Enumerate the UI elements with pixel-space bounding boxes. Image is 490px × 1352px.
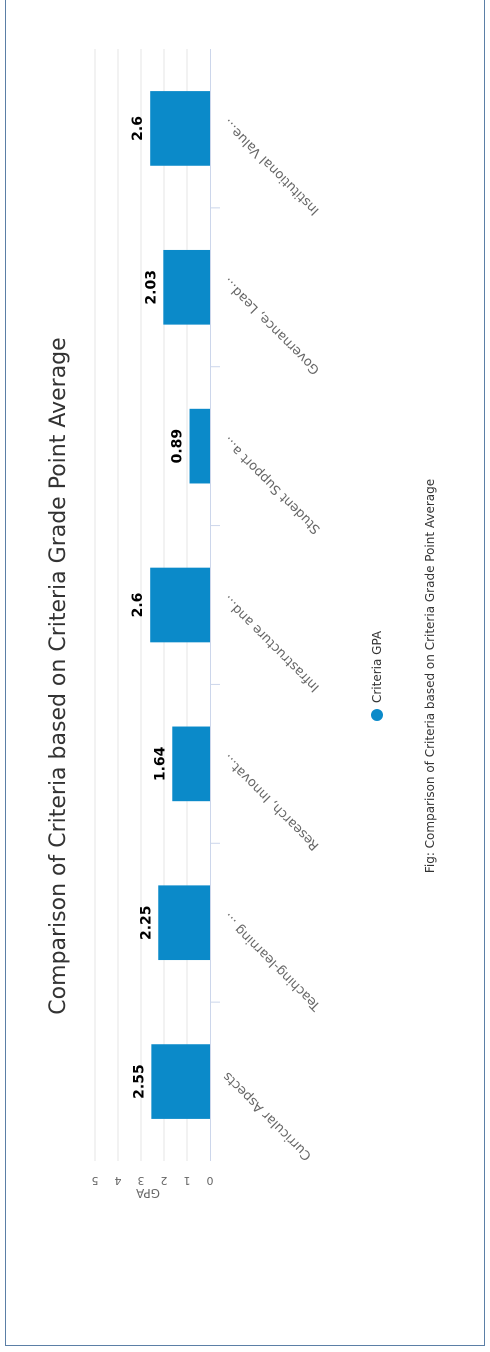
data-label: 2.25 (138, 905, 154, 940)
legend-marker (371, 709, 383, 721)
y-tick-label: 0 (207, 1174, 214, 1187)
category-label: Curricular Aspects (220, 1069, 315, 1164)
bar (150, 91, 210, 166)
chart-frame (5, 0, 485, 1346)
category-label: Governance, Lead... (220, 274, 323, 377)
data-label: 2.03 (143, 270, 159, 305)
category-label: Infrastructure and... (220, 592, 322, 694)
data-label: 0.89 (170, 429, 186, 464)
y-tick-label: 2 (161, 1174, 168, 1187)
y-tick-label: 3 (138, 1174, 145, 1187)
plot-area: 0 1 2 3 4 5 2.55 Curricular Aspects 2.25 Teaching… (92, 49, 324, 1187)
bar (151, 1044, 211, 1119)
data-label: 1.64 (152, 746, 168, 781)
legend-label: Criteria GPA (370, 630, 384, 703)
bar (150, 567, 210, 643)
data-label: 2.55 (131, 1064, 147, 1099)
legend[interactable]: Criteria GPA (370, 630, 384, 721)
bar (172, 726, 210, 802)
category-label: Student Support a... (220, 433, 323, 536)
y-tick-label: 5 (92, 1174, 99, 1187)
category-label: Research, Innovat... (220, 751, 322, 853)
chart-title: Comparison of Criteria based on Criteria… (46, 337, 71, 1014)
bar (158, 885, 210, 961)
bar (163, 249, 210, 325)
figure-caption: Fig: Comparison of Criteria based on Cri… (423, 479, 437, 873)
category-label: Teaching-learning ... (220, 910, 324, 1014)
y-tick-label: 1 (184, 1174, 191, 1187)
y-tick-label: 4 (115, 1174, 122, 1187)
bar (189, 408, 210, 484)
category-label: Institutional Value... (220, 116, 322, 218)
data-label: 2.6 (130, 593, 146, 618)
y-axis-title: GPA (135, 1186, 160, 1200)
data-label: 2.6 (130, 116, 146, 141)
